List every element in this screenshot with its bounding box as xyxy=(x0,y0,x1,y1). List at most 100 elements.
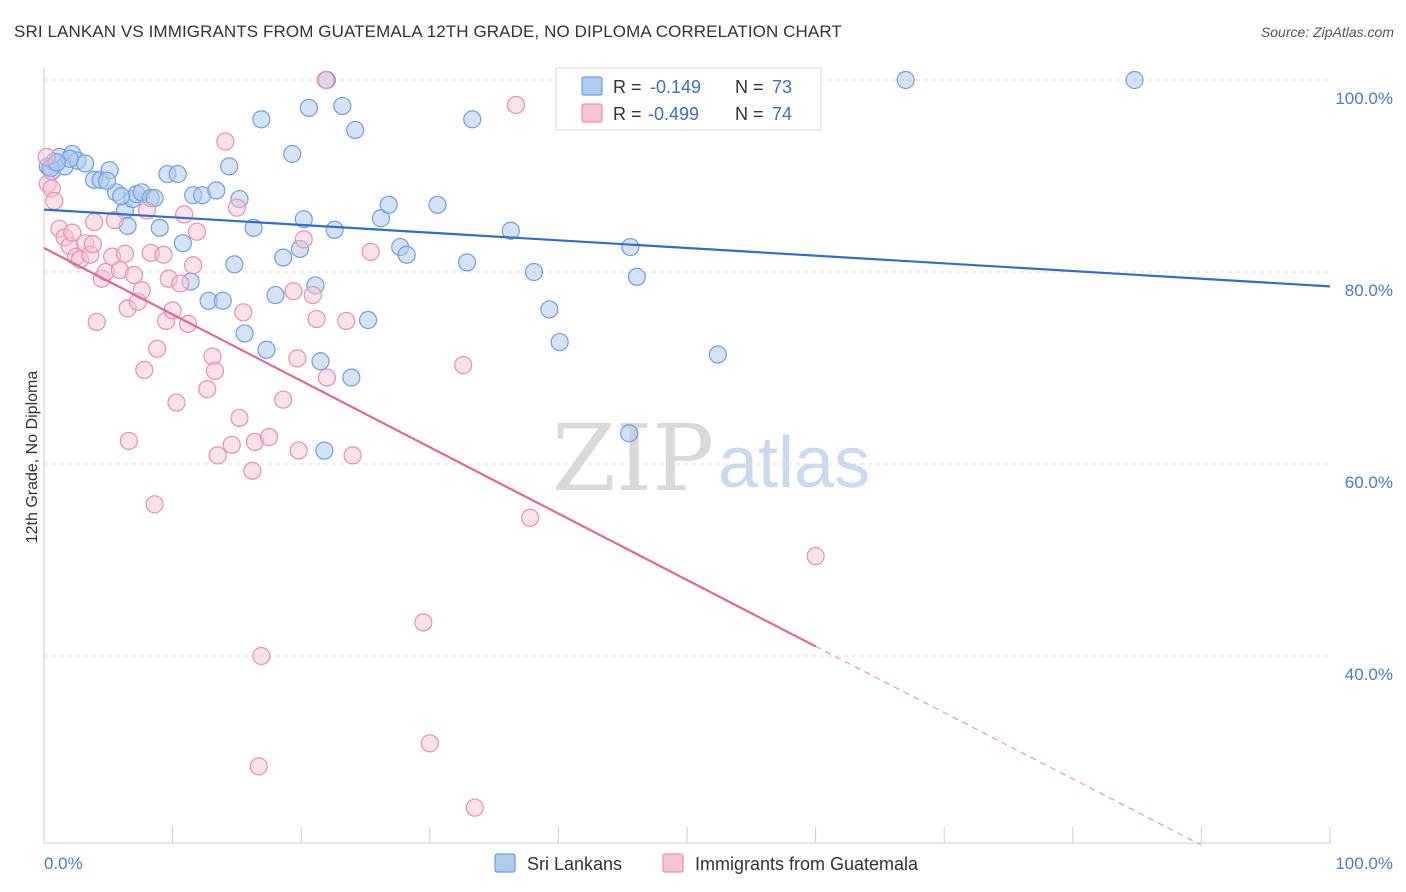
legend-bottom-label-guatemala: Immigrants from Guatemala xyxy=(695,854,919,874)
point-sri-lankans xyxy=(540,300,559,319)
point-sri-lankans xyxy=(207,181,226,200)
point-guatemala xyxy=(230,408,249,428)
point-sri-lankans xyxy=(283,144,302,164)
point-sri-lankans xyxy=(524,262,544,282)
point-guatemala xyxy=(227,198,246,217)
point-guatemala xyxy=(414,613,433,632)
point-guatemala xyxy=(454,356,473,375)
point-sri-lankans xyxy=(550,332,569,352)
y-tick-labels: 40.0% 60.0% 80.0% 100.0% xyxy=(1335,89,1393,684)
point-sri-lankans xyxy=(294,210,313,229)
legend-n-value-1: 73 xyxy=(772,77,792,97)
point-guatemala xyxy=(63,223,82,242)
point-guatemala xyxy=(37,147,56,166)
point-sri-lankans xyxy=(627,267,646,286)
point-guatemala xyxy=(259,428,279,447)
y-tick-label: 100.0% xyxy=(1335,89,1393,108)
point-sri-lankans xyxy=(315,441,334,460)
point-guatemala xyxy=(806,547,825,566)
point-guatemala xyxy=(420,734,439,753)
point-guatemala xyxy=(198,380,217,399)
point-sri-lankans xyxy=(463,110,482,129)
trend-lines xyxy=(43,208,1331,846)
y-axis-title: 12th Grade, No Diploma xyxy=(24,371,41,544)
point-guatemala xyxy=(289,441,308,460)
point-sri-lankans xyxy=(333,96,352,116)
point-guatemala xyxy=(222,435,241,454)
point-sri-lankans xyxy=(173,234,192,253)
point-guatemala xyxy=(167,393,186,412)
point-guatemala xyxy=(105,211,124,230)
point-sri-lankans xyxy=(299,98,319,117)
point-sri-lankans xyxy=(397,245,416,264)
point-guatemala xyxy=(317,368,337,387)
point-sri-lankans xyxy=(213,291,232,310)
point-sri-lankans xyxy=(346,120,365,140)
point-sri-lankans xyxy=(1125,70,1144,90)
point-guatemala xyxy=(465,798,484,817)
point-guatemala xyxy=(303,285,322,305)
point-sri-lankans xyxy=(620,424,639,443)
watermark-zip: ZIP xyxy=(552,405,714,512)
legend-swatch-blue xyxy=(581,76,603,96)
legend-bottom: Sri Lankans Immigrants from Guatemala xyxy=(494,853,919,874)
point-guatemala xyxy=(187,222,207,241)
point-sri-lankans xyxy=(501,221,520,240)
point-sri-lankans xyxy=(379,195,398,214)
point-guatemala xyxy=(243,461,262,480)
point-guatemala xyxy=(148,339,167,358)
legend-n-label-2: N = xyxy=(735,104,764,124)
trend-line-guatemala-extension xyxy=(815,645,1202,846)
point-sri-lankans xyxy=(220,157,239,176)
legend-bottom-label-sri-lankans: Sri Lankans xyxy=(527,854,622,874)
x-tick-label-max: 100.0% xyxy=(1335,854,1393,873)
y-tick-label: 80.0% xyxy=(1345,281,1393,300)
series-guatemala xyxy=(37,70,825,817)
point-sri-lankans xyxy=(457,253,477,272)
trend-line-sri-lankans xyxy=(43,208,1331,288)
series-sri-lankans xyxy=(38,70,1144,460)
point-guatemala xyxy=(184,256,203,275)
legend-bottom-swatch-pink xyxy=(662,853,684,873)
point-sri-lankans xyxy=(342,368,361,387)
point-sri-lankans xyxy=(325,220,344,239)
legend-r-value-1: -0.149 xyxy=(650,77,701,97)
point-guatemala xyxy=(115,244,135,263)
point-guatemala xyxy=(145,495,164,514)
legend-n-label-1: N = xyxy=(735,77,764,97)
y-tick-label: 60.0% xyxy=(1345,473,1393,492)
point-sri-lankans xyxy=(896,70,915,90)
point-sri-lankans xyxy=(244,218,263,237)
point-guatemala xyxy=(506,95,526,115)
point-guatemala xyxy=(119,431,138,451)
point-guatemala xyxy=(87,312,106,332)
point-sri-lankans xyxy=(168,164,187,184)
legend-n-value-2: 74 xyxy=(772,104,792,124)
chart-title: SRI LANKAN VS IMMIGRANTS FROM GUATEMALA … xyxy=(14,22,842,41)
x-tick-label-min: 0.0% xyxy=(44,854,83,873)
point-guatemala xyxy=(45,191,64,211)
point-guatemala xyxy=(337,311,356,331)
point-guatemala xyxy=(234,303,253,322)
point-guatemala xyxy=(294,230,313,249)
point-guatemala xyxy=(249,757,268,776)
point-guatemala xyxy=(288,349,307,368)
point-guatemala xyxy=(343,446,362,465)
point-sri-lankans xyxy=(274,248,293,267)
point-sri-lankans xyxy=(225,255,244,274)
point-guatemala xyxy=(154,245,173,264)
point-guatemala xyxy=(171,274,190,293)
point-sri-lankans xyxy=(97,171,117,190)
point-sri-lankans xyxy=(708,345,727,364)
point-sri-lankans xyxy=(150,218,169,237)
point-guatemala xyxy=(274,390,293,409)
legend-bottom-swatch-blue xyxy=(494,853,516,873)
legend-swatch-pink xyxy=(581,103,603,123)
point-sri-lankans xyxy=(252,110,271,129)
legend-top: R = -0.149 N = 73 R = -0.499 N = 74 xyxy=(555,67,822,131)
point-guatemala xyxy=(208,446,227,465)
point-sri-lankans xyxy=(257,340,276,359)
point-guatemala xyxy=(175,205,194,224)
point-sri-lankans xyxy=(235,324,254,343)
point-sri-lankans xyxy=(76,154,95,173)
